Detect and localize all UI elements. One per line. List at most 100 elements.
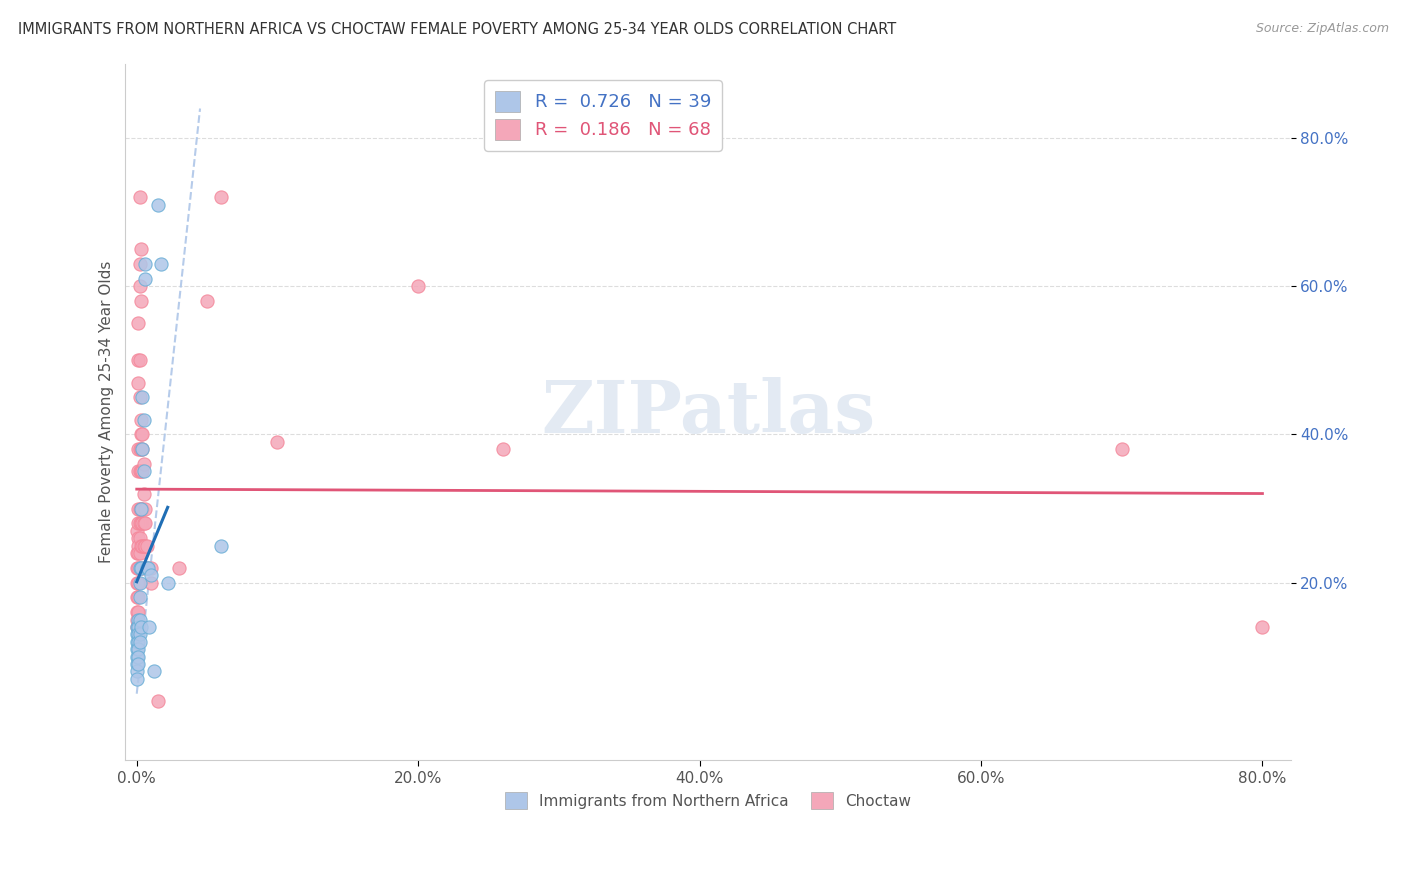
Point [129, 561, 152, 575]
Point [127, 465, 149, 479]
Point [125, 524, 148, 538]
Point [125, 605, 148, 619]
Point [128, 516, 150, 531]
Point [167, 561, 190, 575]
Point [127, 591, 149, 605]
Point [209, 539, 232, 553]
Text: Source: ZipAtlas.com: Source: ZipAtlas.com [1256, 22, 1389, 36]
Point [128, 575, 150, 590]
Point [128, 627, 150, 641]
Point [129, 427, 152, 442]
Point [127, 657, 149, 671]
Point [156, 575, 179, 590]
Point [131, 391, 153, 405]
Point [125, 575, 148, 590]
Point [129, 516, 152, 531]
Point [128, 501, 150, 516]
Point [134, 561, 156, 575]
Point [127, 627, 149, 641]
Point [125, 620, 148, 634]
Point [127, 605, 149, 619]
Point [127, 635, 149, 649]
Text: ZIPatlas: ZIPatlas [541, 376, 875, 448]
Point [128, 190, 150, 204]
Point [128, 279, 150, 293]
Point [131, 442, 153, 457]
Point [131, 442, 153, 457]
Point [125, 657, 148, 671]
Point [125, 672, 148, 686]
Point [125, 649, 148, 664]
Point [139, 561, 162, 575]
Point [128, 531, 150, 545]
Point [127, 316, 149, 330]
Point [127, 613, 149, 627]
Point [135, 561, 157, 575]
Point [127, 620, 149, 634]
Point [406, 279, 429, 293]
Point [125, 620, 148, 634]
Y-axis label: Female Poverty Among 25-34 Year Olds: Female Poverty Among 25-34 Year Olds [100, 261, 114, 564]
Point [131, 539, 153, 553]
Point [127, 353, 149, 368]
Point [129, 294, 152, 309]
Point [129, 442, 152, 457]
Point [128, 442, 150, 457]
Point [128, 591, 150, 605]
Point [1251, 620, 1274, 634]
Point [1111, 442, 1133, 457]
Point [134, 516, 156, 531]
Point [125, 613, 148, 627]
Point [128, 353, 150, 368]
Point [146, 694, 169, 708]
Point [209, 190, 232, 204]
Text: IMMIGRANTS FROM NORTHERN AFRICA VS CHOCTAW FEMALE POVERTY AMONG 25-34 YEAR OLDS : IMMIGRANTS FROM NORTHERN AFRICA VS CHOCT… [18, 22, 897, 37]
Point [128, 635, 150, 649]
Point [132, 457, 155, 471]
Point [139, 568, 162, 582]
Point [129, 465, 152, 479]
Point [127, 575, 149, 590]
Point [125, 627, 148, 641]
Point [127, 376, 149, 390]
Point [127, 546, 149, 560]
Point [134, 539, 156, 553]
Point [128, 561, 150, 575]
Point [139, 575, 162, 590]
Point [491, 442, 513, 457]
Point [129, 242, 152, 256]
Point [125, 665, 148, 679]
Point [129, 501, 152, 516]
Point [135, 561, 157, 575]
Point [125, 546, 148, 560]
Point [138, 620, 160, 634]
Point [127, 539, 149, 553]
Point [132, 465, 155, 479]
Point [129, 620, 152, 634]
Point [125, 635, 148, 649]
Point [128, 546, 150, 560]
Point [132, 486, 155, 500]
Point [125, 591, 148, 605]
Point [266, 434, 288, 449]
Point [128, 391, 150, 405]
Point [135, 539, 157, 553]
Point [134, 257, 156, 271]
Point [128, 613, 150, 627]
Point [131, 465, 153, 479]
Point [128, 465, 150, 479]
Point [149, 257, 172, 271]
Point [127, 649, 149, 664]
Point [146, 198, 169, 212]
Point [127, 442, 149, 457]
Point [131, 501, 153, 516]
Point [136, 561, 159, 575]
Point [127, 531, 149, 545]
Point [131, 516, 153, 531]
Legend: Immigrants from Northern Africa, Choctaw: Immigrants from Northern Africa, Choctaw [499, 786, 917, 815]
Point [129, 539, 152, 553]
Point [131, 427, 153, 442]
Point [125, 561, 148, 575]
Point [127, 501, 149, 516]
Point [129, 412, 152, 426]
